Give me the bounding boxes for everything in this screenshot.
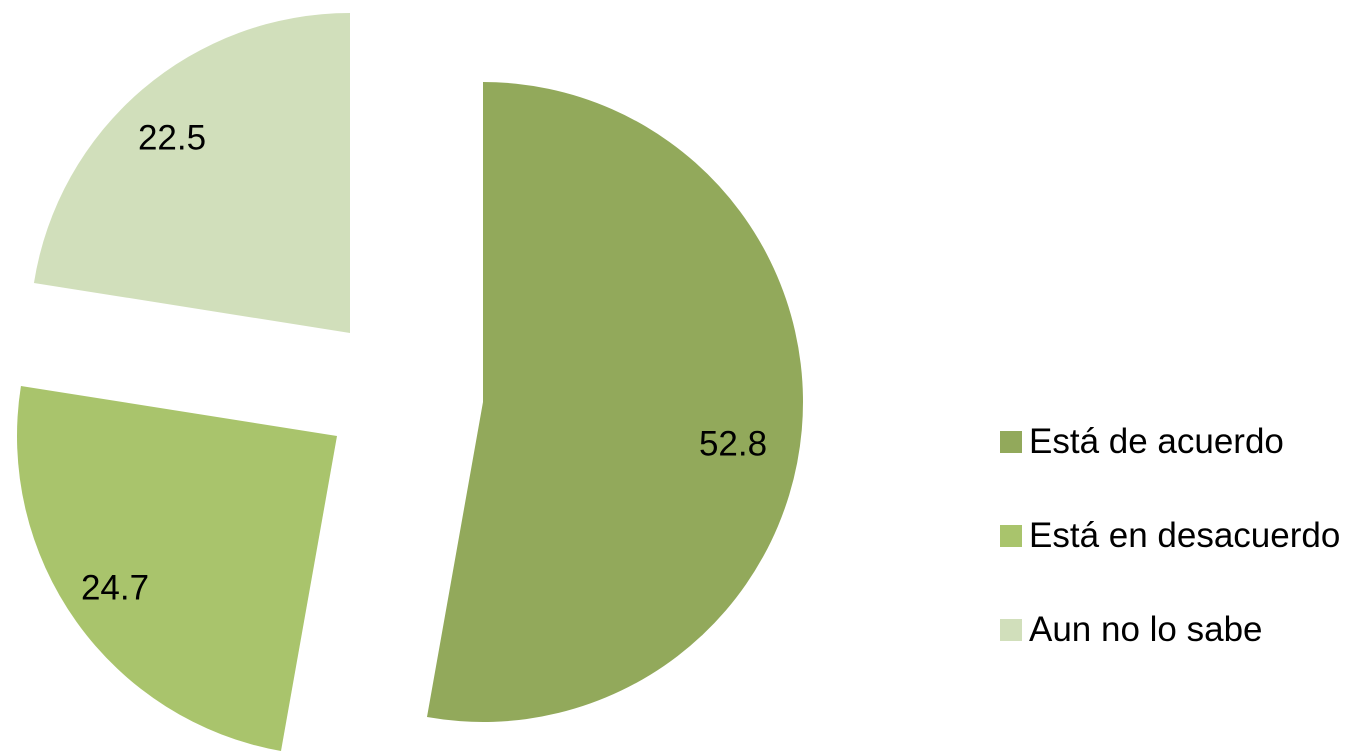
legend: Está de acuerdo Está en desacuerdo Aun n…	[1000, 419, 1340, 653]
pie-slice-esta-en-desacuerdo	[17, 385, 337, 752]
legend-item-esta-de-acuerdo: Está de acuerdo	[1000, 419, 1340, 465]
legend-swatch	[1000, 525, 1022, 547]
pie-slice-esta-de-acuerdo	[426, 82, 803, 722]
slice-value-label: 24.7	[81, 568, 149, 607]
slice-value-label: 22.5	[138, 118, 206, 157]
legend-swatch	[1000, 619, 1022, 641]
slice-value-label: 52.8	[699, 424, 767, 463]
legend-label: Aun no lo sabe	[1029, 610, 1263, 649]
legend-item-esta-en-desacuerdo: Está en desacuerdo	[1000, 513, 1340, 559]
legend-swatch	[1000, 431, 1022, 453]
legend-item-aun-no-lo-sabe: Aun no lo sabe	[1000, 607, 1340, 653]
legend-label: Está en desacuerdo	[1029, 516, 1341, 555]
legend-label: Está de acuerdo	[1029, 422, 1284, 461]
pie-slice-aun-no-lo-sabe	[33, 13, 351, 333]
